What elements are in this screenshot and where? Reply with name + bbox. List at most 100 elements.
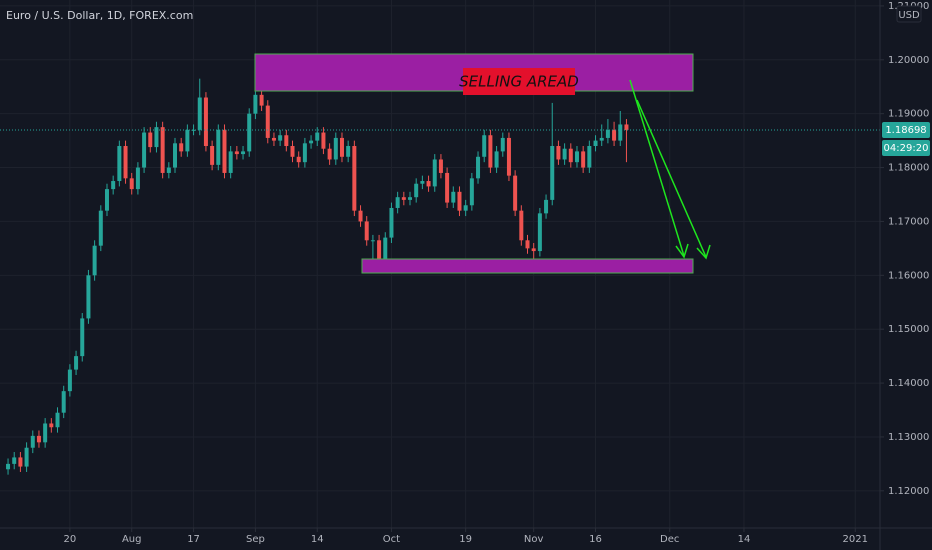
candle-body <box>488 135 493 168</box>
x-tick-label: Nov <box>524 534 544 545</box>
x-tick-label: 19 <box>459 534 472 545</box>
candle-body <box>6 463 11 470</box>
candle-body <box>74 356 79 370</box>
candle-body <box>618 124 623 141</box>
candle-body <box>265 105 270 138</box>
candle-body <box>395 197 400 208</box>
candle-body <box>587 146 592 168</box>
candle-body <box>179 143 184 152</box>
candle-body <box>327 148 332 160</box>
candle-body <box>18 457 23 467</box>
x-tick-label: 14 <box>311 534 324 545</box>
candle-body <box>191 129 196 131</box>
candle-body <box>49 423 54 428</box>
last-price-label: 1.18698 <box>885 125 926 136</box>
candle-body <box>605 129 610 138</box>
candle-body <box>451 191 456 203</box>
candle-body <box>154 127 159 148</box>
x-tick-label: Aug <box>122 534 142 545</box>
candle-body <box>222 129 227 173</box>
candle-body <box>117 146 122 182</box>
candle-body <box>123 146 128 179</box>
candle-body <box>426 181 431 187</box>
candle-body <box>574 151 579 163</box>
candle-body <box>160 127 165 173</box>
y-tick-label: 1.18000 <box>888 163 929 174</box>
candle-body <box>414 183 419 198</box>
candle-body <box>593 140 598 147</box>
candle-body <box>290 146 295 157</box>
candle-body <box>43 423 48 443</box>
candle-body <box>358 210 363 222</box>
candle-body <box>241 151 246 155</box>
x-tick-label: 17 <box>187 534 200 545</box>
arrow <box>629 79 685 257</box>
candle-body <box>346 146 351 157</box>
y-tick-label: 1.15000 <box>888 324 929 335</box>
y-tick-label: 1.17000 <box>888 216 929 227</box>
arrow <box>636 99 707 258</box>
candle-body <box>339 137 344 157</box>
candle-body <box>216 129 221 165</box>
candle-body <box>599 137 604 141</box>
candle-body <box>581 151 586 168</box>
chart-title: Euro / U.S. Dollar, 1D, FOREX.com <box>6 9 193 22</box>
candle-body <box>562 148 567 160</box>
candle-body <box>142 132 147 168</box>
candle-body <box>612 129 617 141</box>
candle-body <box>476 156 481 179</box>
x-tick-label: 14 <box>738 534 751 545</box>
candle-body <box>513 175 518 211</box>
annotation-box <box>463 68 575 95</box>
candle-body <box>210 146 215 165</box>
currency-box <box>896 5 922 23</box>
candle-body <box>166 167 171 173</box>
candle-body <box>550 146 555 200</box>
y-tick-label: 1.13000 <box>888 432 929 443</box>
candle-body <box>135 167 140 190</box>
x-tick-label: 20 <box>64 534 77 545</box>
candle-body <box>519 210 524 241</box>
candle-body <box>469 178 474 206</box>
x-tick-label: 16 <box>589 534 602 545</box>
candle-body <box>537 213 542 252</box>
candle-body <box>86 275 91 319</box>
candle-body <box>228 151 233 173</box>
annotation-text: SELLING AREAD <box>459 73 579 91</box>
y-tick-label: 1.20000 <box>888 55 929 66</box>
support-zone <box>361 258 694 274</box>
candle-body <box>445 172 450 203</box>
candle-body <box>61 391 66 413</box>
candle-body <box>67 369 72 392</box>
candle-body <box>457 191 462 211</box>
arrow-head <box>696 244 711 260</box>
candle-body <box>129 178 134 190</box>
candle-body <box>278 135 283 141</box>
candle-body <box>420 181 425 184</box>
candle-body <box>234 151 239 155</box>
candle-body <box>197 97 202 130</box>
candle-body <box>624 124 629 130</box>
arrow-head <box>675 243 689 259</box>
candle-body <box>432 159 437 187</box>
candle-body <box>173 143 178 168</box>
x-tick-label: 2021 <box>843 534 868 545</box>
candle-body <box>568 148 573 163</box>
candle-body <box>271 137 276 141</box>
candle-body <box>247 113 252 152</box>
candle-body <box>321 132 326 149</box>
candle-body <box>148 132 153 148</box>
candle-body <box>92 245 97 276</box>
y-tick-label: 1.16000 <box>888 270 929 281</box>
x-tick-label: Oct <box>383 534 400 545</box>
candle-body <box>370 240 375 242</box>
y-tick-label: 1.19000 <box>888 109 929 120</box>
candle-body <box>24 447 29 467</box>
candle-body <box>36 435 41 443</box>
y-tick-label: 1.12000 <box>888 486 929 497</box>
candle-body <box>98 210 103 246</box>
candle-body <box>482 135 487 157</box>
candle-body <box>438 159 443 173</box>
candle-body <box>383 237 388 260</box>
candle-body <box>12 457 17 464</box>
